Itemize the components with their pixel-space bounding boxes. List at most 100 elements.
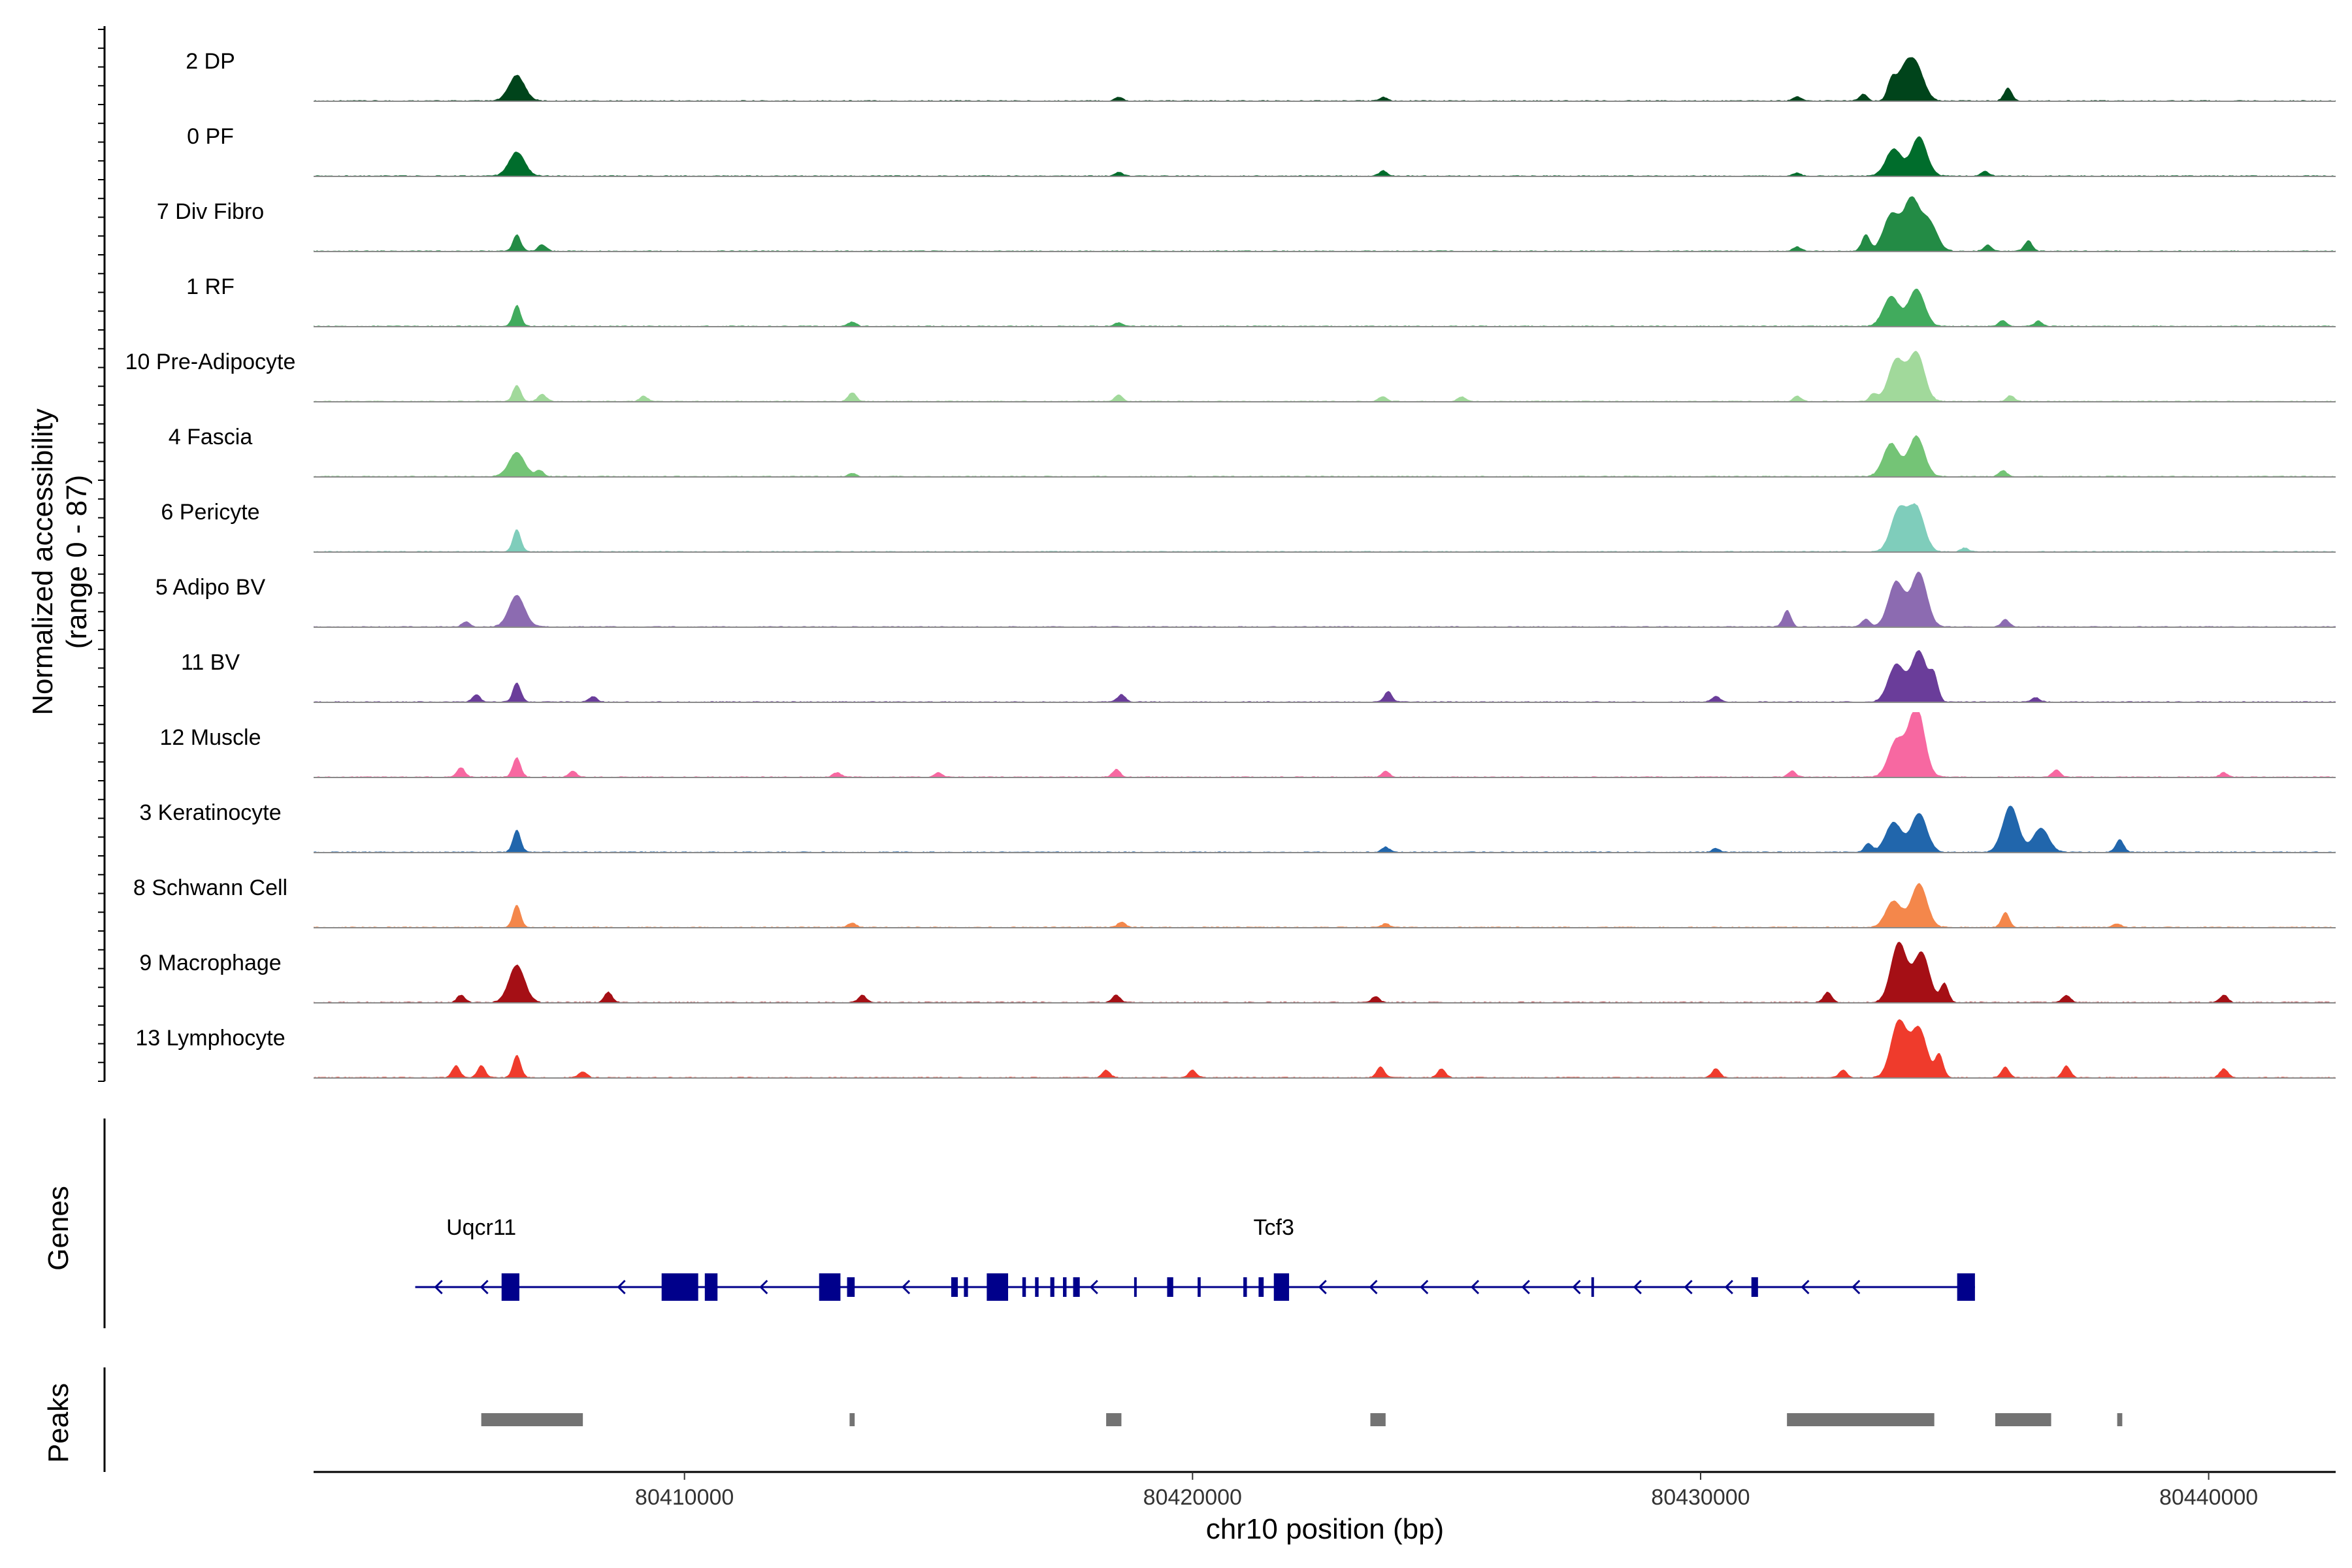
strand-arrow <box>1724 1279 1733 1295</box>
track-label: 4 Fascia <box>169 425 253 449</box>
peaks-track <box>103 1367 2123 1472</box>
track-1: 2 DP <box>186 49 2336 102</box>
coverage-area <box>314 572 2336 627</box>
exon <box>1073 1277 1080 1297</box>
strand-arrow <box>1470 1279 1480 1295</box>
coverage-tracks: 2 DP 0 PF 7 Div Fibro 1 RF 10 Pre-Adipocyte 4… <box>125 49 2336 1079</box>
x-tick-label: 80430000 <box>1651 1485 1750 1510</box>
y-axis-range: (range 0 - 87) <box>61 475 93 649</box>
peak-region <box>1787 1413 1935 1426</box>
peak-region <box>1106 1413 1122 1426</box>
exon <box>1198 1277 1201 1297</box>
peak-region <box>481 1413 583 1426</box>
exon <box>1022 1277 1026 1297</box>
strand-arrow <box>617 1279 626 1295</box>
peak-region <box>1370 1413 1386 1426</box>
x-tick-label: 80420000 <box>1143 1485 1242 1510</box>
genes-track: Uqcr11 Tcf3 <box>103 1119 1975 1328</box>
x-axis-title: chr10 position (bp) <box>1206 1513 1444 1545</box>
track-label: 8 Schwann Cell <box>133 875 287 900</box>
coverage-area <box>314 57 2336 101</box>
y-axis <box>98 26 106 1082</box>
coverage-area <box>314 806 2336 853</box>
exon <box>1273 1273 1290 1301</box>
track-label: 12 Muscle <box>160 725 261 750</box>
strand-arrow <box>1369 1279 1378 1295</box>
strand-arrow <box>1801 1279 1810 1295</box>
strand-arrow <box>1572 1279 1581 1295</box>
peak-region <box>2117 1413 2123 1426</box>
gene-label: Uqcr11 <box>446 1215 516 1240</box>
x-tick-label: 80410000 <box>635 1485 734 1510</box>
track-6: 4 Fascia <box>169 425 2336 478</box>
strand-arrow <box>1089 1279 1098 1295</box>
coverage-area <box>314 288 2336 327</box>
exon <box>1243 1277 1247 1297</box>
strand-arrow <box>1420 1279 1429 1295</box>
track-label: 0 PF <box>187 124 234 149</box>
exon <box>1063 1277 1067 1297</box>
track-7: 6 Pericyte <box>161 500 2336 553</box>
coverage-area <box>314 435 2336 477</box>
exon <box>951 1277 958 1297</box>
track-label: 2 DP <box>186 49 235 74</box>
x-axis: 80410000 80420000 80430000 80440000 <box>314 1471 2336 1510</box>
exon <box>1134 1277 1137 1297</box>
peak-region <box>849 1413 855 1426</box>
exon <box>987 1273 1009 1301</box>
track-9: 11 BV <box>181 650 2336 703</box>
x-tick-label: 80440000 <box>2159 1485 2258 1510</box>
coverage-area <box>314 1019 2336 1078</box>
exon <box>1258 1277 1264 1297</box>
strand-arrow <box>759 1279 768 1295</box>
exon <box>1591 1277 1594 1297</box>
strand-arrow <box>1521 1279 1530 1295</box>
strand-arrow <box>1633 1279 1642 1295</box>
exon <box>1957 1273 1975 1301</box>
exon <box>847 1277 855 1297</box>
track-8: 5 Adipo BV <box>155 572 2336 628</box>
exon <box>964 1277 968 1297</box>
exon <box>661 1273 698 1301</box>
genes-panel-title: Genes <box>42 1186 74 1271</box>
gene-label: Tcf3 <box>1254 1215 1294 1240</box>
track-5: 10 Pre-Adipocyte <box>125 350 2336 402</box>
strand-arrow <box>901 1279 911 1295</box>
coverage-area <box>314 883 2336 928</box>
coverage-area <box>314 712 2336 777</box>
peak-region <box>1995 1413 2051 1426</box>
coverage-area <box>314 941 2336 1003</box>
strand-arrow <box>480 1279 489 1295</box>
track-label: 3 Keratinocyte <box>139 800 281 825</box>
exon <box>1050 1277 1054 1297</box>
track-label: 7 Div Fibro <box>157 199 264 224</box>
strand-arrow <box>1684 1279 1693 1295</box>
strand-arrow <box>434 1279 443 1295</box>
y-axis-title: Normalized accessibility <box>27 408 59 715</box>
coverage-area <box>314 650 2336 702</box>
track-label: 9 Macrophage <box>139 951 281 975</box>
track-14: 13 Lymphocyte <box>135 1019 2336 1079</box>
exon <box>704 1273 718 1301</box>
track-4: 1 RF <box>186 274 2336 327</box>
coverage-area <box>314 350 2336 402</box>
track-10: 12 Muscle <box>160 712 2336 778</box>
strand-arrow <box>1852 1279 1861 1295</box>
exon <box>1035 1277 1039 1297</box>
track-label: 13 Lymphocyte <box>135 1026 285 1051</box>
exon <box>1751 1277 1758 1297</box>
peaks-panel-title: Peaks <box>42 1383 74 1463</box>
track-label: 10 Pre-Adipocyte <box>125 350 296 374</box>
exon <box>819 1273 841 1301</box>
coverage-area <box>314 196 2336 252</box>
track-12: 8 Schwann Cell <box>133 875 2336 928</box>
coverage-area <box>314 136 2336 176</box>
strand-arrow <box>1318 1279 1327 1295</box>
track-label: 5 Adipo BV <box>155 575 266 600</box>
track-label: 1 RF <box>186 274 235 299</box>
exon <box>501 1273 519 1301</box>
track-11: 3 Keratinocyte <box>139 800 2336 853</box>
track-label: 11 BV <box>181 650 240 675</box>
exon <box>1167 1277 1173 1297</box>
